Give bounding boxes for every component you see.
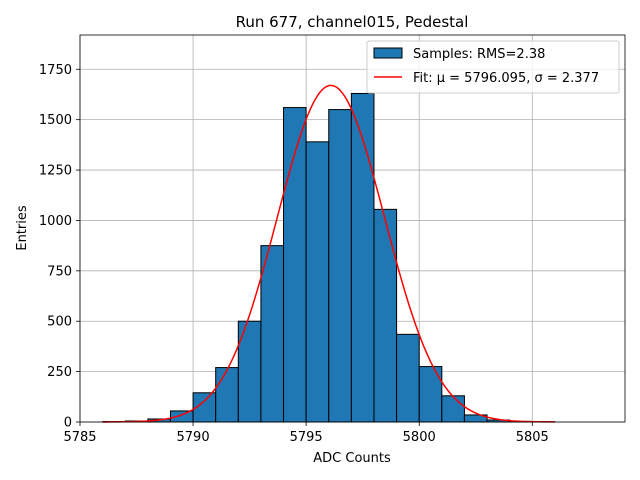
histogram-bar (350, 92, 375, 423)
y-tick-label-3: 750 (47, 264, 72, 279)
histogram-bar (215, 367, 239, 423)
legend-box (366, 40, 620, 94)
histogram-bar (441, 395, 465, 423)
x-tick-label-3: 5800 (403, 430, 436, 445)
histogram-bar (418, 366, 443, 423)
x-tick-label-0: 5785 (63, 430, 96, 445)
histogram-bars (102, 92, 556, 423)
chart-title: Run 677, channel015, Pedestal (236, 13, 469, 31)
y-tick-label-5: 1250 (39, 164, 72, 179)
x-tick-label-4: 5805 (516, 430, 549, 445)
y-tick-label-2: 500 (47, 315, 72, 330)
histogram-bar (396, 333, 420, 423)
plot-frame (79, 34, 626, 423)
x-axis-ticks: 5785 5790 5795 5800 5805 (63, 422, 549, 445)
y-axis-ticks: 0 250 500 750 1000 1250 1500 1750 (39, 63, 80, 431)
fit-curve (102, 84, 555, 423)
y-tick-label-4: 1000 (39, 214, 72, 229)
histogram-bar (169, 410, 194, 423)
legend: Samples: RMS=2.38 Fit: μ = 5796.095, σ =… (366, 40, 620, 94)
legend-histogram-label: Samples: RMS=2.38 (413, 47, 545, 62)
y-axis-title: Entries (15, 205, 30, 251)
histogram-bar (373, 208, 398, 423)
y-tick-label-1: 250 (47, 365, 72, 380)
histogram-bar (260, 245, 285, 423)
y-tick-label-7: 1750 (39, 63, 72, 78)
x-tick-label-2: 5795 (290, 430, 323, 445)
legend-fit-label: Fit: μ = 5796.095, σ = 2.377 (413, 71, 599, 86)
histogram-bar (305, 141, 330, 423)
y-tick-label-0: 0 (64, 416, 72, 431)
x-axis-title: ADC Counts (313, 451, 391, 466)
y-tick-label-6: 1500 (39, 113, 72, 128)
legend-histogram-swatch (373, 47, 403, 59)
histogram-bar (328, 109, 352, 423)
x-tick-label-1: 5790 (177, 430, 210, 445)
